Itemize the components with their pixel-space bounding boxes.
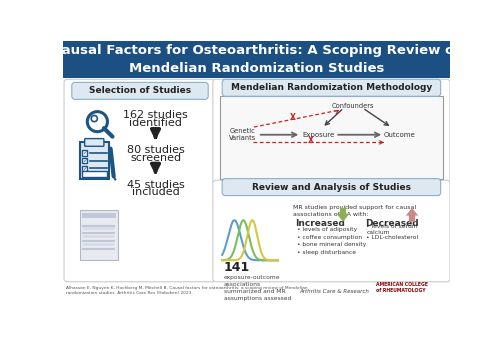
FancyBboxPatch shape [82, 171, 106, 177]
FancyBboxPatch shape [84, 235, 114, 238]
Text: ✓: ✓ [82, 150, 87, 155]
Text: Confounders: Confounders [332, 103, 374, 109]
Text: screened: screened [130, 153, 181, 163]
Text: Outcome: Outcome [384, 132, 416, 138]
Text: Decreased: Decreased [365, 219, 418, 228]
FancyBboxPatch shape [72, 82, 208, 99]
Text: Genetic
Variants: Genetic Variants [228, 128, 256, 141]
Text: Selection of Studies: Selection of Studies [89, 86, 191, 95]
Text: • bone mineral density: • bone mineral density [296, 242, 366, 248]
FancyBboxPatch shape [220, 96, 443, 180]
FancyBboxPatch shape [65, 80, 448, 281]
Text: Arthritis Care & Research: Arthritis Care & Research [299, 289, 369, 294]
Text: 80 studies: 80 studies [126, 145, 184, 155]
FancyBboxPatch shape [82, 166, 87, 171]
Text: Alhassan E, Nguyen K, Hochberg M, Mitchell B. Causal factors for osteoarthritis:: Alhassan E, Nguyen K, Hochberg M, Mitche… [66, 286, 308, 295]
Text: • LDL-cholesterol: • LDL-cholesterol [366, 235, 418, 240]
Text: Exposure: Exposure [302, 132, 334, 138]
Text: • sleep disturbance: • sleep disturbance [296, 250, 356, 255]
FancyBboxPatch shape [80, 210, 118, 260]
Text: Causal Factors for Osteoarthritis: A Scoping Review of
Mendelian Randomization S: Causal Factors for Osteoarthritis: A Sco… [52, 44, 461, 75]
Text: Increased: Increased [295, 219, 345, 228]
FancyBboxPatch shape [84, 242, 114, 245]
Polygon shape [337, 208, 349, 222]
FancyBboxPatch shape [82, 213, 116, 218]
FancyBboxPatch shape [64, 79, 216, 282]
FancyBboxPatch shape [213, 79, 450, 184]
Text: AMERICAN COLLEGE
of RHEUMATOLOGY: AMERICAN COLLEGE of RHEUMATOLOGY [376, 282, 428, 293]
Text: 162 studies: 162 studies [123, 110, 188, 120]
FancyBboxPatch shape [82, 158, 87, 163]
Polygon shape [406, 208, 418, 222]
Text: included: included [132, 187, 180, 198]
Text: • levels of serum
calcium: • levels of serum calcium [366, 224, 418, 235]
Text: 141: 141 [224, 261, 250, 274]
Text: ✓: ✓ [82, 166, 87, 171]
Text: identified: identified [129, 118, 182, 128]
Text: X: X [308, 136, 314, 146]
FancyBboxPatch shape [62, 41, 450, 78]
FancyBboxPatch shape [213, 180, 450, 282]
FancyBboxPatch shape [82, 150, 87, 155]
Text: MR studies provided support for causal
associations of OA with:: MR studies provided support for causal a… [294, 205, 416, 217]
Text: • levels of adiposity: • levels of adiposity [296, 227, 356, 232]
Text: • coffee consumption: • coffee consumption [296, 235, 362, 240]
Text: exposure-outcome
associations
summarized and MR
assumptions assessed: exposure-outcome associations summarized… [224, 275, 291, 301]
Text: ✓: ✓ [82, 158, 87, 163]
FancyBboxPatch shape [84, 139, 104, 146]
Text: Mendelian Randomization Methodology: Mendelian Randomization Methodology [231, 83, 432, 92]
FancyBboxPatch shape [222, 178, 440, 195]
FancyBboxPatch shape [222, 79, 440, 96]
FancyBboxPatch shape [80, 142, 109, 180]
Text: 45 studies: 45 studies [126, 180, 184, 190]
FancyBboxPatch shape [84, 227, 114, 230]
Text: Review and Analysis of Studies: Review and Analysis of Studies [252, 183, 411, 192]
Text: X: X [290, 113, 296, 121]
